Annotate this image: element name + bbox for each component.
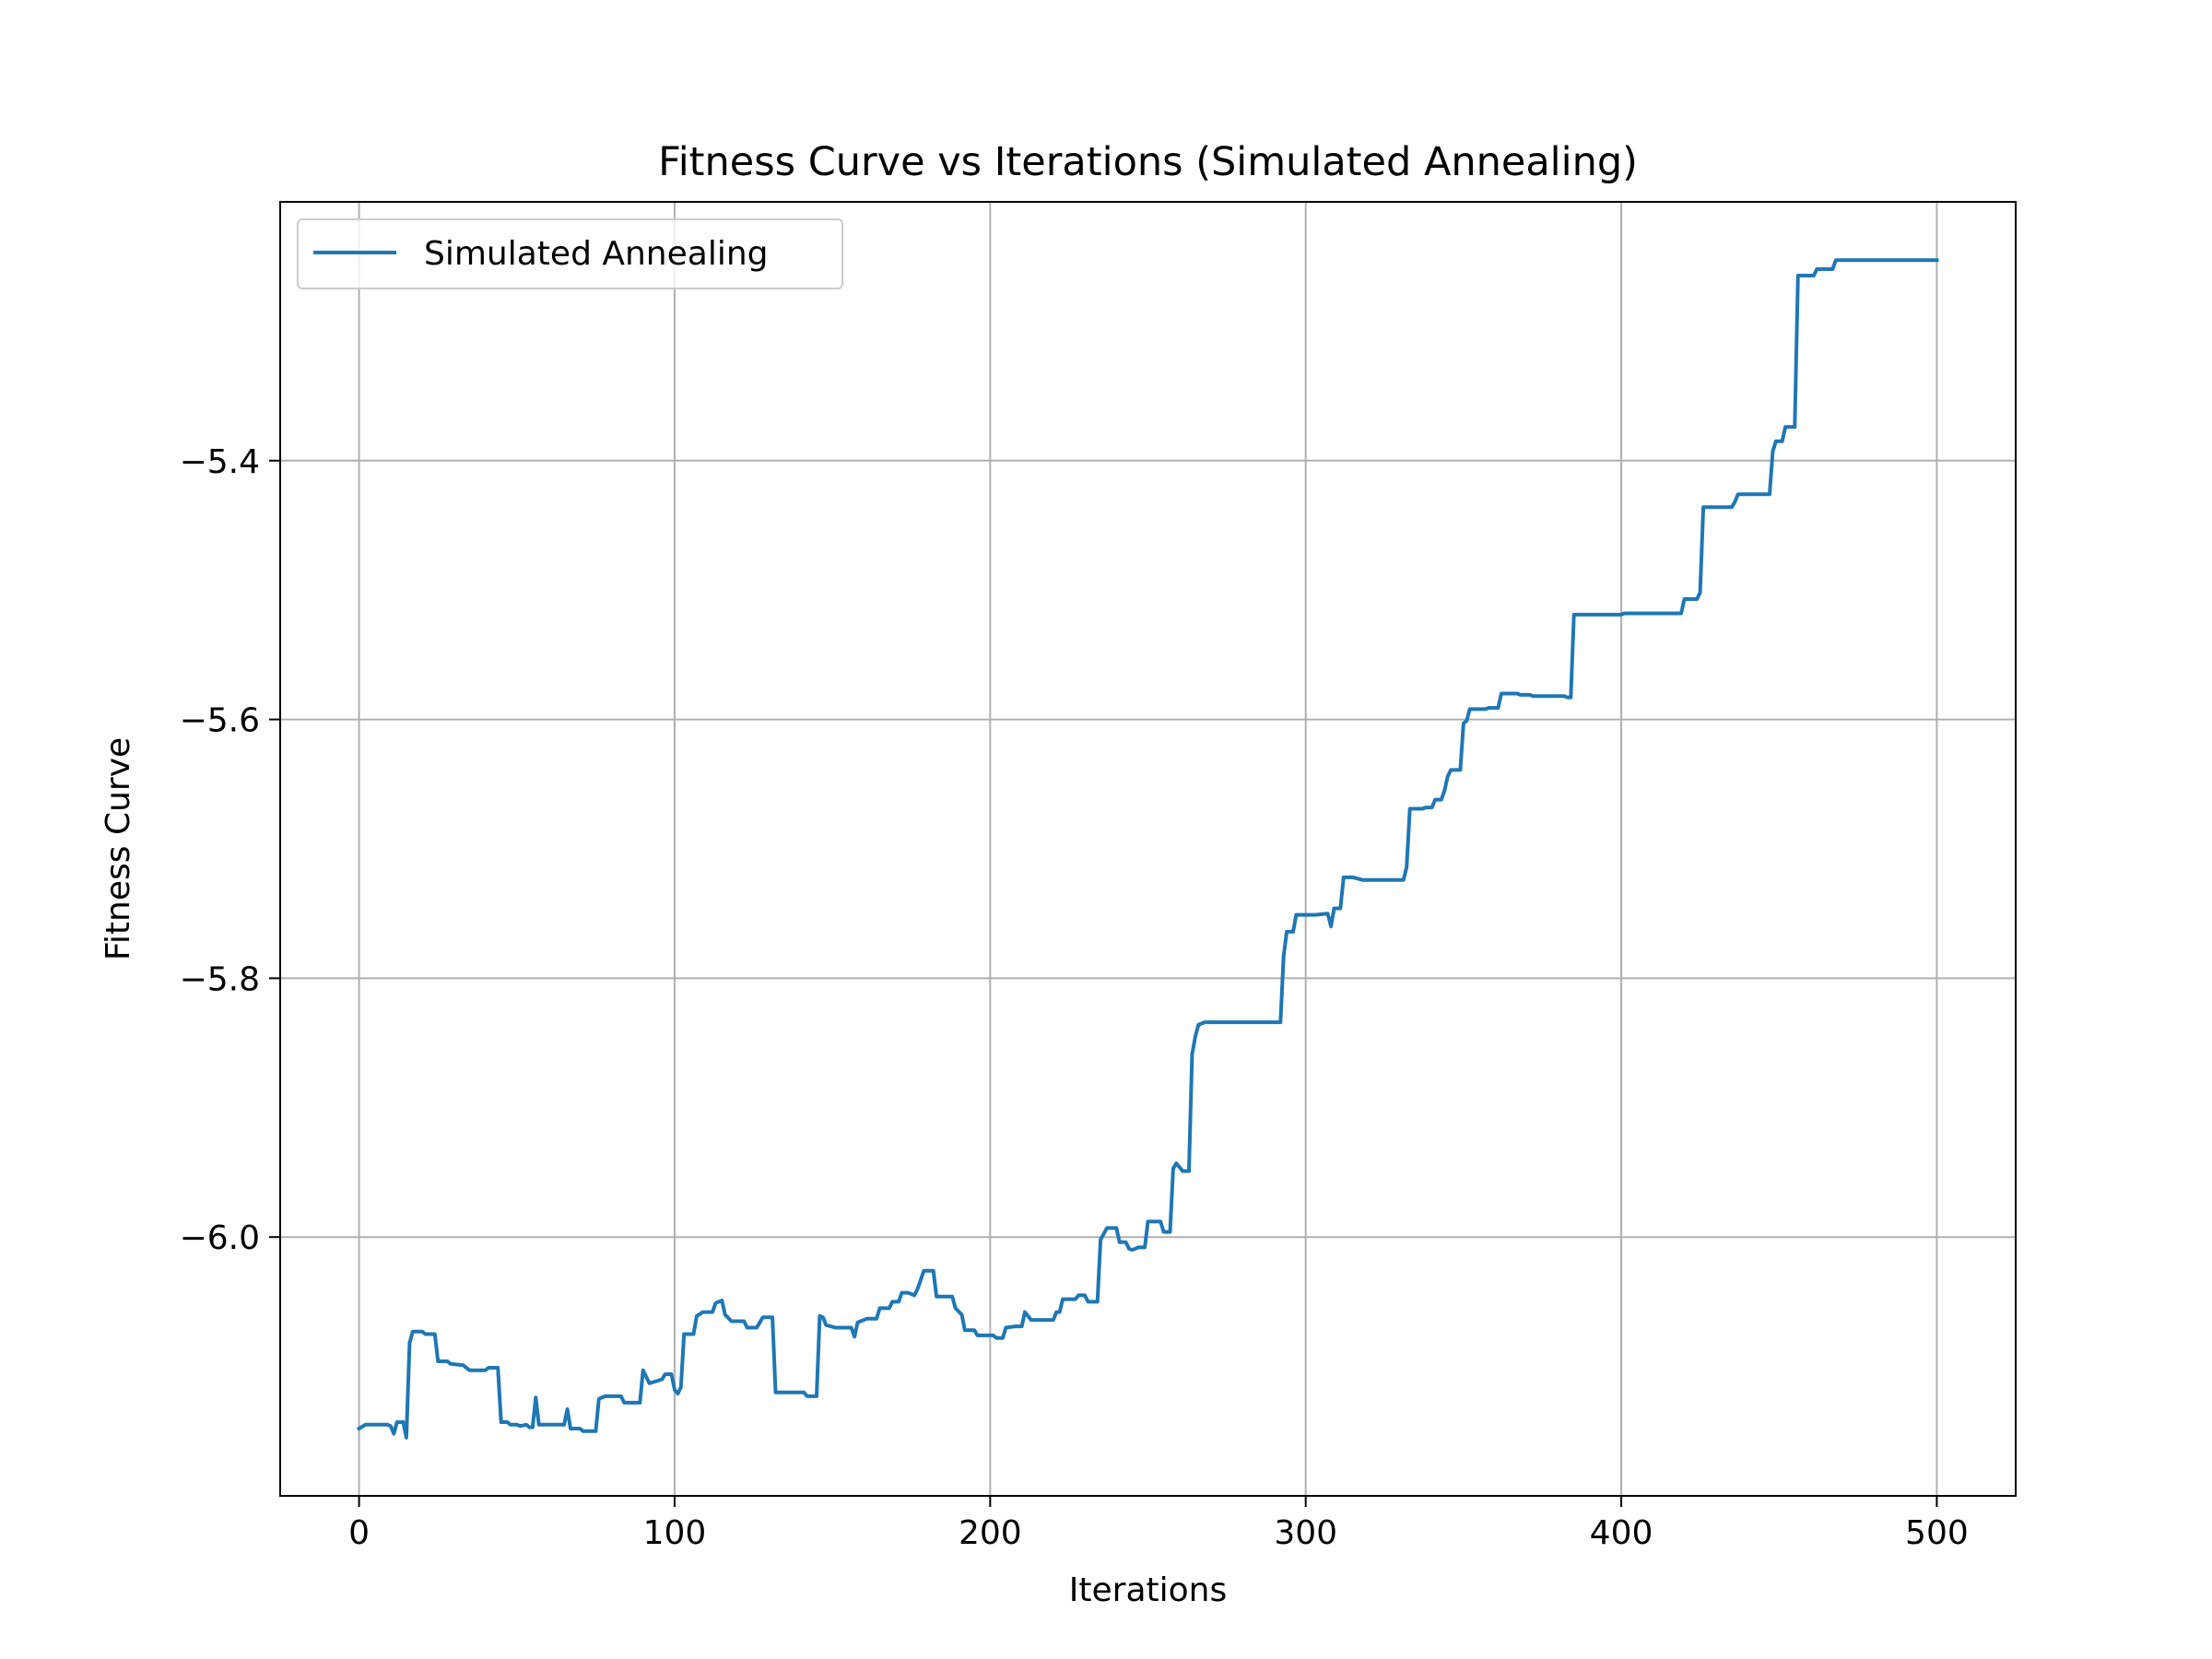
y-tick-label: −6.0 (180, 1219, 260, 1257)
series-layer (356, 258, 1939, 1440)
y-tick-label: −5.8 (180, 960, 260, 998)
x-axis-label: Iterations (1069, 1571, 1227, 1609)
legend-label: Simulated Annealing (424, 235, 769, 273)
x-tick-label: 400 (1590, 1514, 1653, 1552)
y-axis-label: Fitness Curve (100, 737, 137, 960)
legend-box (297, 218, 843, 289)
ticks: 0 100 200 300 400 500 −6.0 −5.8 −5.6 −5.4 (180, 443, 1969, 1552)
series-line-simulated-annealing (356, 258, 1939, 1440)
x-tick-label: 200 (959, 1514, 1022, 1552)
x-tick-label: 300 (1274, 1514, 1337, 1552)
x-tick-label: 0 (348, 1514, 370, 1552)
y-tick-label: −5.4 (180, 443, 260, 481)
y-tick-label: −5.6 (180, 702, 260, 740)
legend: Simulated Annealing (297, 218, 843, 289)
x-tick-label: 100 (643, 1514, 707, 1552)
x-tick-label: 500 (1905, 1514, 1969, 1552)
grid (280, 202, 2016, 1496)
chart-title: Fitness Curve vs Iterations (Simulated A… (658, 139, 1638, 185)
plot-frame (279, 201, 2017, 1497)
